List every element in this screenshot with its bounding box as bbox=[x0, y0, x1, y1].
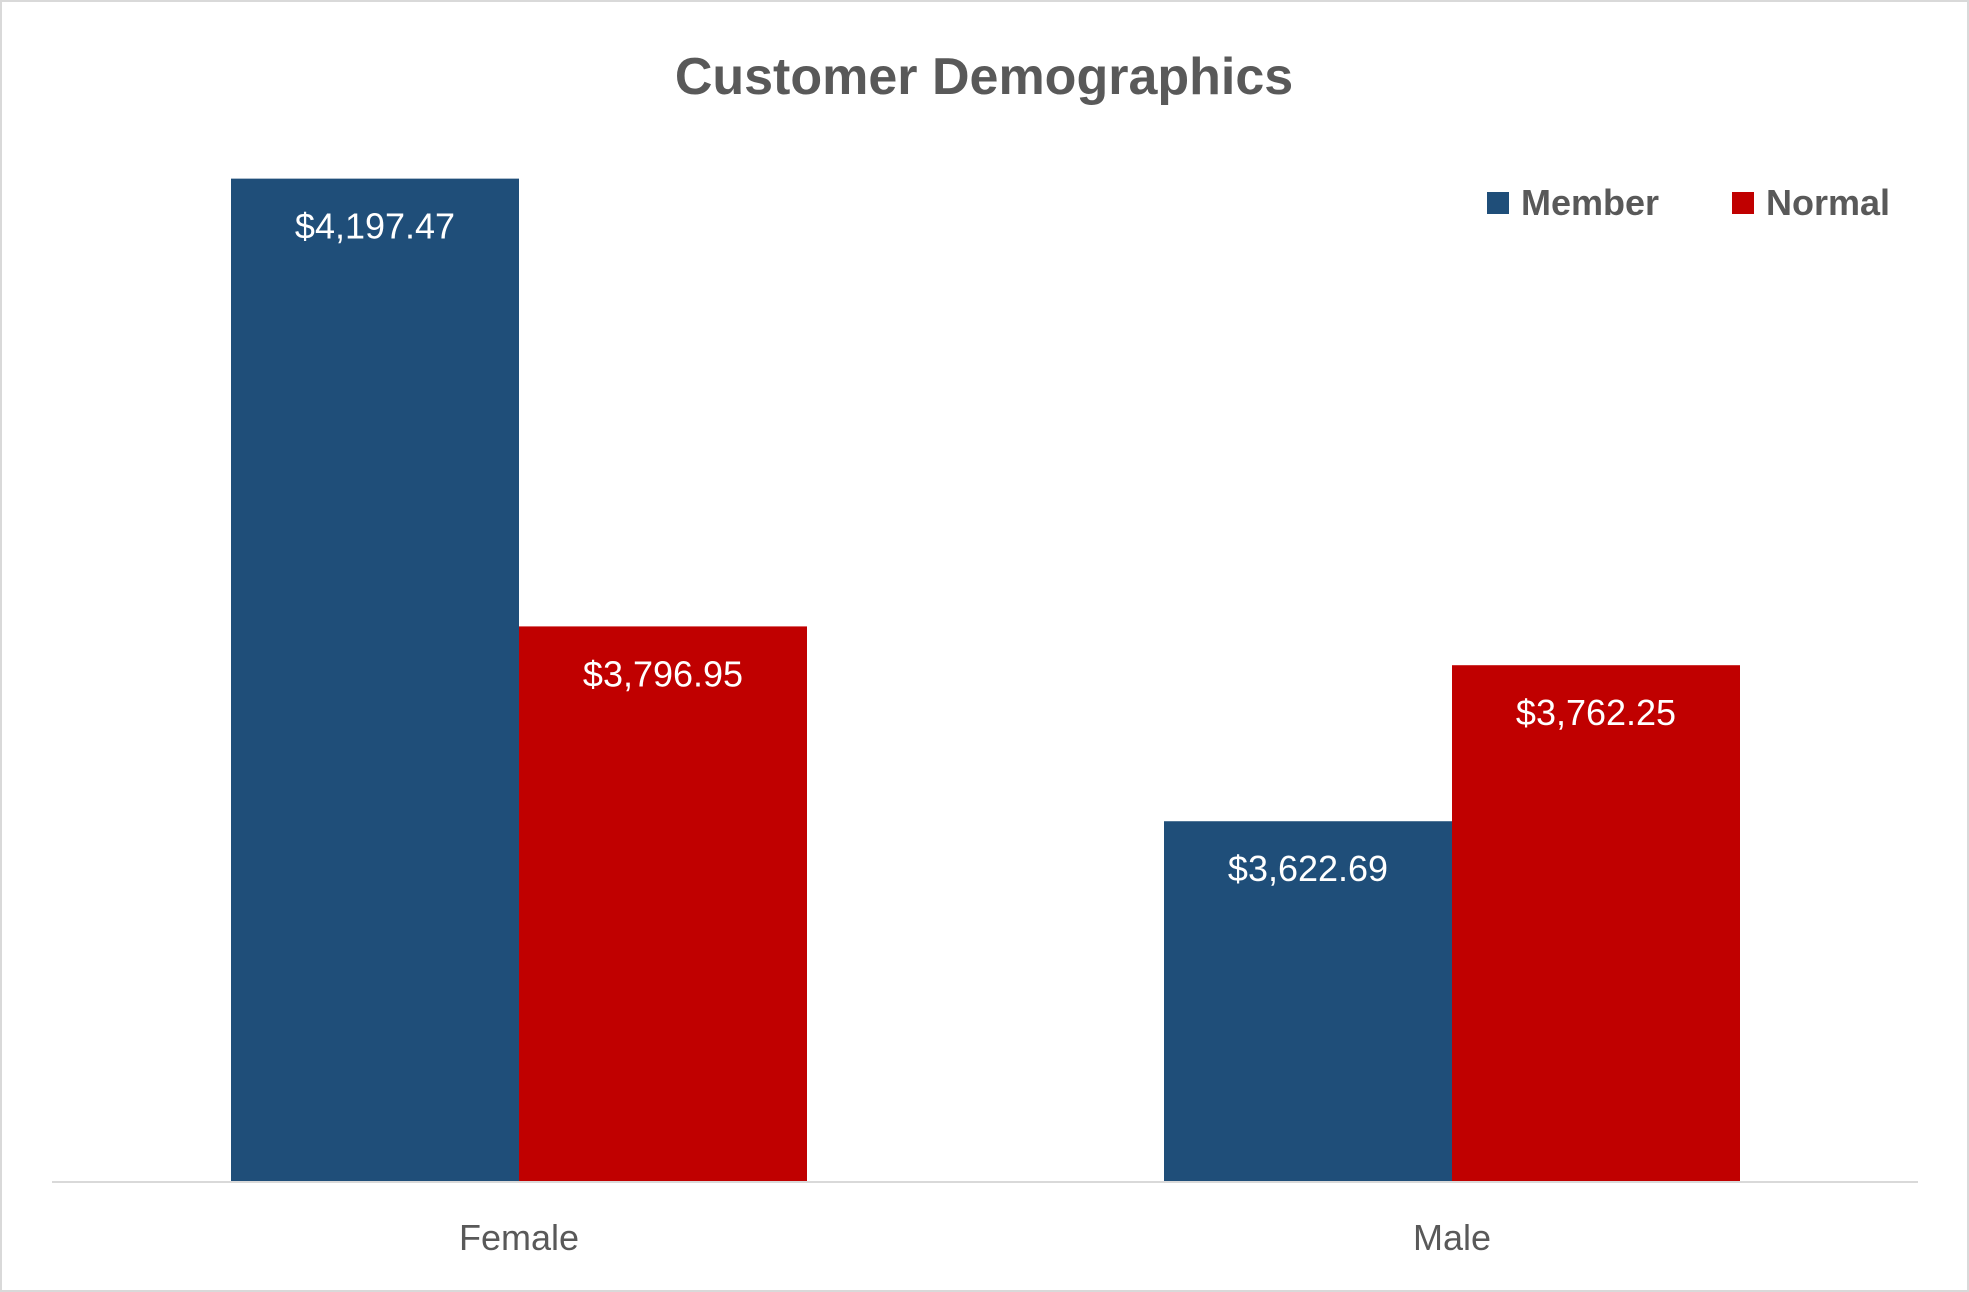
data-label-member-female: $4,197.47 bbox=[295, 206, 455, 247]
legend-swatch-normal bbox=[1732, 192, 1754, 214]
x-tick-label-female: Female bbox=[459, 1217, 579, 1258]
bar-member-female bbox=[231, 178, 519, 1182]
legend-label-normal: Normal bbox=[1766, 182, 1890, 223]
bar-normal-male bbox=[1452, 665, 1740, 1182]
data-label-normal-male: $3,762.25 bbox=[1516, 692, 1676, 733]
data-label-normal-female: $3,796.95 bbox=[583, 653, 743, 694]
chart-title: Customer Demographics bbox=[675, 48, 1293, 106]
legend-label-member: Member bbox=[1521, 182, 1659, 223]
x-tick-labels: Female Male bbox=[459, 1217, 1491, 1258]
x-tick-label-male: Male bbox=[1413, 1217, 1491, 1258]
bar-normal-female bbox=[519, 626, 807, 1182]
legend: Member Normal bbox=[1487, 182, 1890, 223]
value-labels: $4,197.47 $3,796.95 $3,622.69 $3,762.25 bbox=[295, 206, 1676, 890]
bar-member-male bbox=[1164, 821, 1452, 1182]
bars bbox=[231, 178, 1740, 1182]
data-label-member-male: $3,622.69 bbox=[1228, 848, 1388, 889]
legend-swatch-member bbox=[1487, 192, 1509, 214]
